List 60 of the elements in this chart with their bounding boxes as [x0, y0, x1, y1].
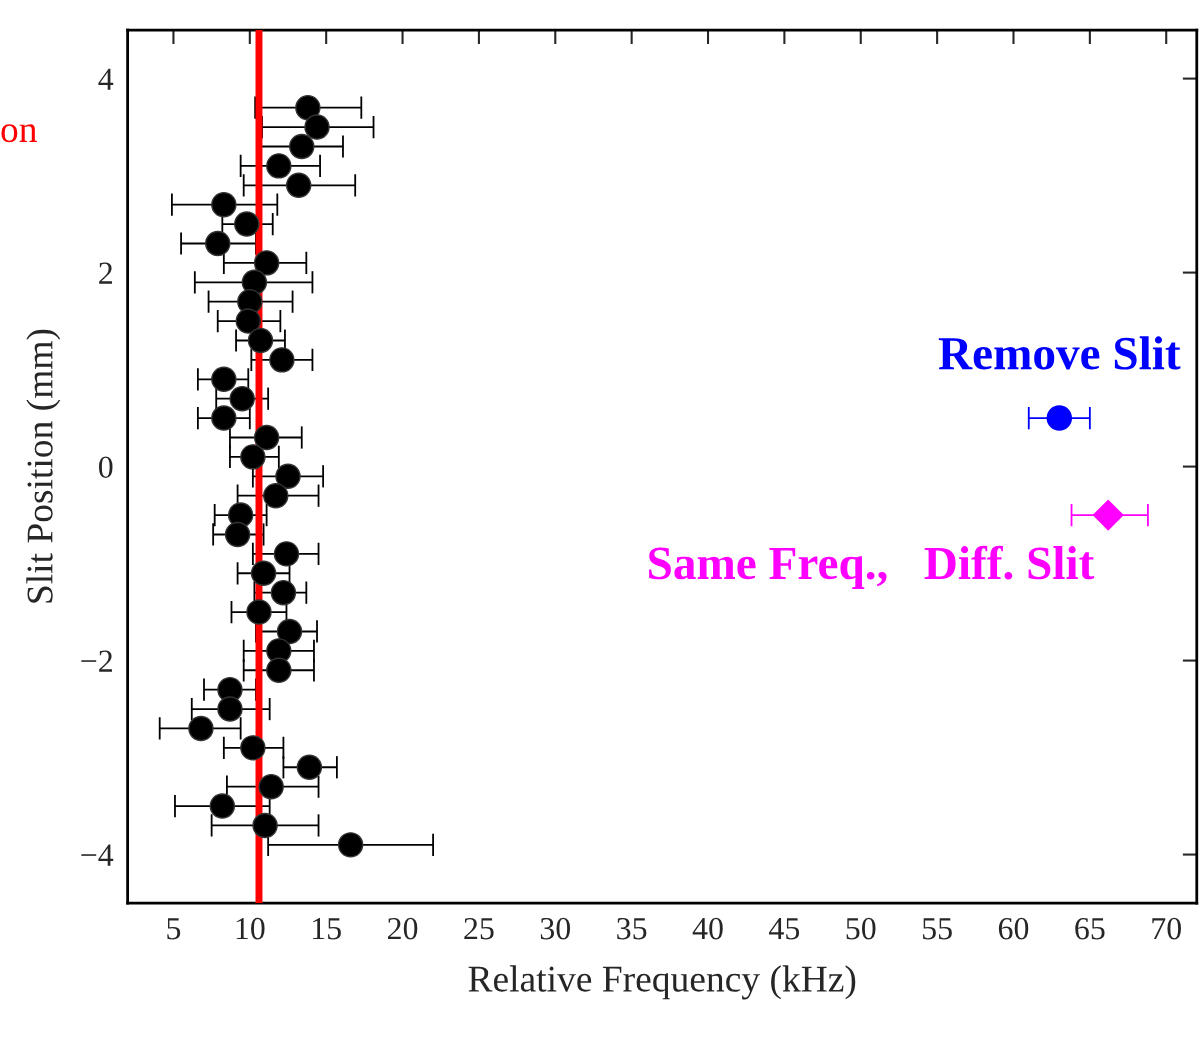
point: [235, 308, 262, 334]
point: [205, 230, 231, 257]
point: [276, 618, 303, 645]
x-tick-label: 15: [313, 918, 341, 940]
x-tick-label: 70: [1152, 917, 1181, 940]
point: [229, 385, 255, 412]
x-tick-label: 5: [167, 918, 181, 940]
point: [253, 250, 280, 276]
point: [269, 347, 295, 373]
y-tick-label: 2: [99, 262, 112, 284]
x-tick-label: 65: [1075, 917, 1105, 940]
x-tick-label: 30: [540, 917, 571, 940]
point: [1092, 499, 1124, 531]
point: [209, 793, 236, 819]
point: [252, 812, 278, 839]
x-tick-label: 60: [998, 917, 1029, 940]
y-tick-label: 4: [98, 68, 114, 90]
point: [211, 366, 237, 393]
point: [270, 579, 297, 606]
y-tick-label: 0: [98, 456, 113, 478]
x-tick-label: 20: [387, 917, 418, 940]
point: [240, 444, 266, 470]
point: [253, 424, 280, 451]
point: [296, 754, 323, 780]
x-tick-label: 45: [769, 918, 800, 940]
point: [1046, 405, 1073, 431]
point: [289, 133, 315, 160]
point: [275, 463, 301, 490]
series-label: Same Freq., Diff. Slit: [649, 545, 1095, 589]
point: [250, 560, 277, 586]
x-tick-label: 40: [692, 917, 723, 940]
point: [247, 327, 274, 354]
x-tick-label: 10: [236, 917, 265, 940]
point: [337, 832, 364, 858]
point: [285, 172, 312, 199]
point: [234, 211, 260, 237]
x-tick-label: 55: [923, 918, 952, 940]
point: [295, 94, 321, 121]
y-axis-title: Slit Position (mm): [26, 329, 61, 603]
point: [211, 191, 237, 218]
x-axis-title: Relative Frequency (kHz): [468, 965, 856, 1000]
y-tick-label: −2: [81, 650, 112, 672]
point: [211, 405, 237, 431]
point: [246, 599, 272, 625]
point: [224, 521, 251, 548]
point: [263, 482, 289, 509]
point: [217, 696, 243, 722]
y-tick-label: −4: [81, 844, 114, 866]
point: [273, 541, 300, 567]
point: [240, 735, 266, 761]
point: [258, 773, 284, 800]
x-tick-label: 25: [464, 917, 494, 940]
x-tick-label: 50: [846, 917, 876, 940]
point: [266, 153, 292, 179]
point: [304, 114, 330, 140]
series-label: Remove Slit: [938, 336, 1181, 370]
text: on: [1, 124, 37, 143]
x-tick-label: 35: [617, 917, 647, 940]
point: [188, 715, 214, 742]
point: [266, 657, 292, 683]
